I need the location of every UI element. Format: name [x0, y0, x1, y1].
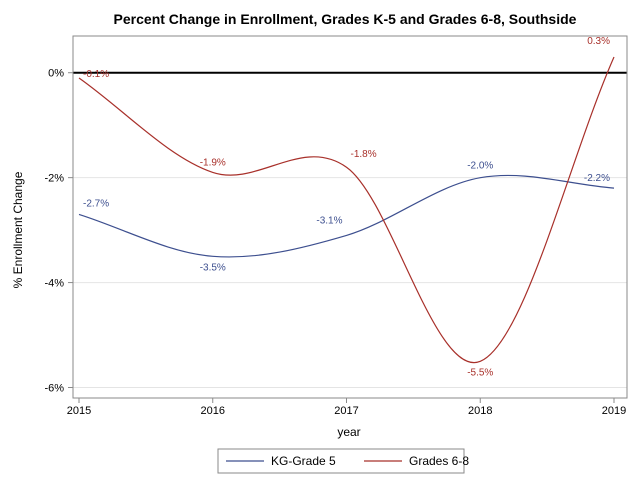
legend: KG-Grade 5 Grades 6-8 [217, 448, 469, 474]
data-label-kg-grade-5: -2.0% [467, 161, 493, 172]
data-label-grades-6-8: -0.1% [83, 69, 109, 80]
series-line-kg-grade-5 [78, 174, 615, 258]
series-line-grades-6-8 [78, 56, 615, 364]
y-tick-label: -6% [44, 383, 64, 395]
x-tick-label: 2018 [468, 405, 492, 417]
data-label-grades-6-8: 0.3% [587, 36, 610, 47]
data-labels: -2.7% -3.5% -3.1% -2.0% -2.2% -0.1% -1.9% -1.8%… [83, 36, 610, 378]
x-axis-label: year [337, 425, 360, 439]
data-label-kg-grade-5: -3.5% [200, 262, 226, 273]
data-label-grades-6-8: -1.8% [351, 149, 377, 160]
grid [73, 71, 627, 389]
y-axis-label: % Enrollment Change [11, 171, 25, 288]
data-label-kg-grade-5: -2.7% [83, 198, 109, 209]
x-tick-label: 2017 [334, 405, 358, 417]
y-tick-label: -4% [44, 278, 64, 290]
series [78, 56, 615, 364]
y-tick-label: -2% [44, 173, 64, 185]
x-tick-label: 2015 [67, 405, 91, 417]
plot-frame [72, 35, 628, 399]
legend-frame [217, 448, 465, 474]
data-label-kg-grade-5: -2.2% [584, 173, 610, 184]
legend-label-grades-6-8: Grades 6-8 [409, 454, 469, 468]
chart-title: Percent Change in Enrollment, Grades K-5… [114, 11, 577, 27]
x-tick-label: 2019 [602, 405, 626, 417]
y-tick-label: 0% [48, 68, 64, 80]
data-label-grades-6-8: -5.5% [467, 367, 493, 378]
x-tick-label: 2016 [201, 405, 225, 417]
y-axis-ticks: 0% -2% -4% -6% [44, 68, 73, 395]
x-axis-ticks: 2015 2016 2017 2018 2019 [67, 398, 626, 417]
data-label-kg-grade-5: -3.1% [316, 215, 342, 226]
legend-label-kg-grade-5: KG-Grade 5 [271, 454, 336, 468]
data-label-grades-6-8: -1.9% [200, 157, 226, 168]
